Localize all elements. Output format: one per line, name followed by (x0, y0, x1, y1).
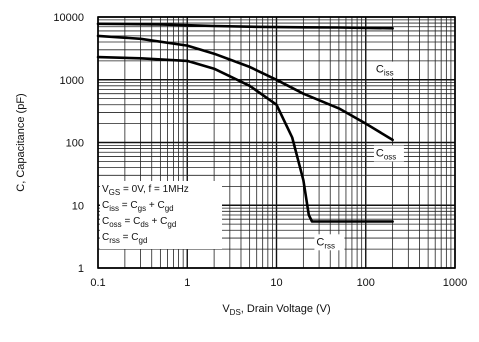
y-axis-title: C, Capacitance (pF) (15, 93, 27, 191)
x-tick-label: 100 (357, 277, 375, 289)
x-axis-title: VDS, Drain Voltage (V) (222, 303, 330, 317)
x-tick-label: 0.1 (90, 277, 105, 289)
y-tick-label: 100 (66, 138, 84, 150)
y-tick-label: 10 (72, 200, 84, 212)
y-tick-label: 1000 (60, 75, 84, 87)
series-line-ciss (98, 24, 393, 29)
x-tick-label: 1 (184, 277, 190, 289)
x-tick-label: 10 (270, 277, 282, 289)
x-tick-label: 1000 (443, 277, 467, 289)
y-tick-label: 1 (78, 263, 84, 275)
y-tick-label: 10000 (53, 12, 84, 24)
series-line-coss (98, 36, 393, 140)
